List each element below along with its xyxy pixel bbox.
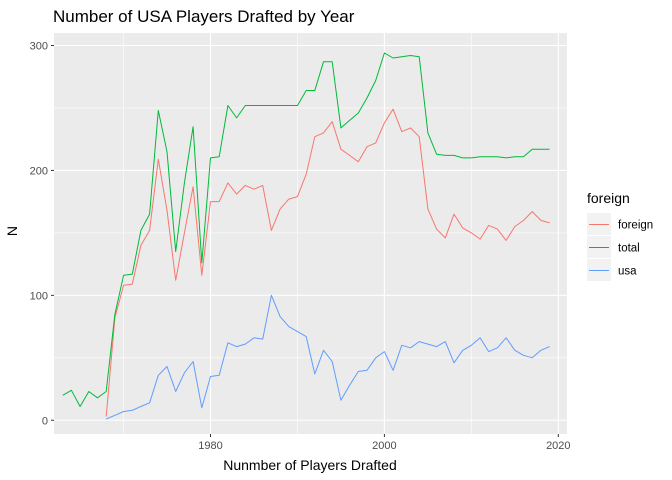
series-lines — [62, 52, 550, 420]
legend-label-foreign: foreign — [618, 220, 653, 232]
legend-title: foreign — [587, 190, 630, 206]
series-line-total — [62, 52, 550, 407]
series-line-foreign — [105, 108, 550, 417]
chart-title: Number of USA Players Drafted by Year — [53, 7, 355, 26]
y-tick-label: 0 — [42, 415, 48, 427]
series-line-usa — [106, 294, 550, 420]
x-tick-label: 1980 — [198, 440, 222, 452]
y-axis-title: N — [4, 226, 20, 236]
x-tick-label: 2020 — [546, 440, 570, 452]
legend-label-total: total — [618, 243, 640, 255]
y-tick-label: 100 — [30, 290, 48, 302]
legend: foreign foreign total usa — [587, 190, 653, 281]
minor-gridlines — [54, 33, 567, 434]
axis-ticks: 1980 2000 2020 0 100 200 300 — [30, 40, 571, 452]
legend-label-usa: usa — [618, 266, 637, 278]
y-tick-label: 300 — [30, 40, 48, 52]
x-tick-label: 2000 — [372, 440, 396, 452]
plot-panel — [54, 33, 567, 434]
y-tick-label: 200 — [30, 165, 48, 177]
major-gridlines — [54, 33, 567, 434]
x-axis-title: Nunmber of Players Drafted — [223, 457, 397, 473]
